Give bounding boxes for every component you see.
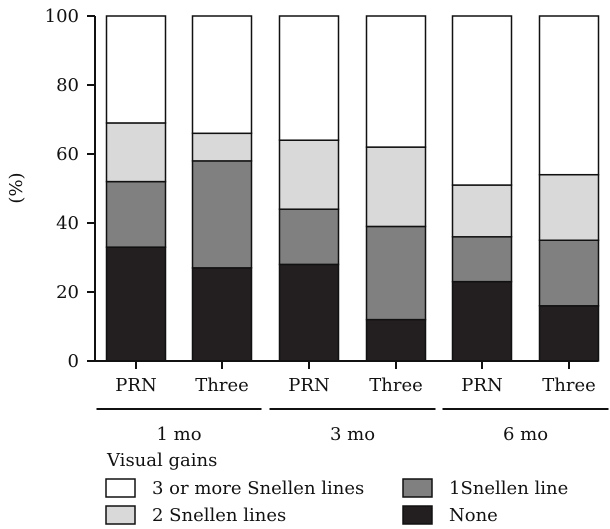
plot-area [105, 15, 600, 362]
bar-6-3-or-more-snellen-lines [538, 15, 600, 176]
y-tick-label-40: 40 [56, 213, 79, 234]
y-tick-label-0: 0 [68, 351, 79, 372]
bar-4-none [365, 318, 427, 362]
axes: 0 20 40 60 80 100 (%) [6, 6, 598, 372]
legend-swatch-3-or-more-snellen-lines [105, 478, 136, 498]
bar-4-3-or-more-snellen-lines [365, 15, 427, 148]
legend-title: Visual gains [106, 450, 217, 471]
x-category-label-3: PRN [288, 375, 329, 396]
x-category-label-6: Three [542, 375, 596, 396]
bar-3-none [278, 263, 340, 362]
bar-2-none [191, 267, 253, 362]
bar-1-3-or-more-snellen-lines [105, 15, 167, 124]
bar-3-2-snellen-lines [278, 139, 340, 210]
bar-1-1snellen-line [105, 180, 167, 248]
x-category-label-5: PRN [461, 375, 502, 396]
y-tick-label-60: 60 [56, 144, 79, 165]
x-category-label-1: PRN [115, 375, 156, 396]
legend-label-none: None [449, 505, 498, 526]
bar-3-3-or-more-snellen-lines [278, 15, 340, 141]
group-labels: 1 mo 3 mo 6 mo [96, 408, 609, 445]
y-tick-label-80: 80 [56, 75, 79, 96]
group-label-3-mo: 3 mo [330, 424, 375, 445]
bar-5-3-or-more-snellen-lines [451, 15, 513, 186]
bar-2-1snellen-line [191, 160, 253, 269]
bar-4-2-snellen-lines [365, 146, 427, 228]
x-axis-labels: PRN Three PRN Three PRN Three [115, 375, 595, 396]
legend-swatch-1snellen-line [402, 478, 433, 498]
legend-label-3-or-more-snellen-lines: 3 or more Snellen lines [152, 478, 364, 499]
bar-6-1snellen-line [538, 239, 600, 307]
bar-4-1snellen-line [365, 225, 427, 321]
bar-3-1snellen-line [278, 208, 340, 266]
bar-5-1snellen-line [451, 236, 513, 283]
y-axis-label: (%) [6, 172, 27, 203]
bar-2-3-or-more-snellen-lines [191, 15, 253, 135]
legend-swatch-none [402, 505, 433, 525]
bar-1-2-snellen-lines [105, 122, 167, 183]
bar-6-none [538, 305, 600, 362]
x-category-label-2: Three [195, 375, 249, 396]
group-label-1-mo: 1 mo [156, 424, 201, 445]
bar-2-2-snellen-lines [191, 132, 253, 162]
bar-6-2-snellen-lines [538, 173, 600, 241]
legend-label-1snellen-line: 1Snellen line [449, 478, 568, 499]
group-label-6-mo: 6 mo [503, 424, 548, 445]
y-tick-label-100: 100 [45, 6, 79, 27]
bar-1-none [105, 246, 167, 362]
bar-5-2-snellen-lines [451, 184, 513, 238]
legend: Visual gains 3 or more Snellen lines 1Snel… [105, 450, 568, 526]
legend-swatch-2-snellen-lines [105, 505, 136, 525]
y-tick-label-20: 20 [56, 282, 79, 303]
x-category-label-4: Three [369, 375, 423, 396]
bar-5-none [451, 280, 513, 362]
legend-label-2-snellen-lines: 2 Snellen lines [152, 505, 286, 526]
